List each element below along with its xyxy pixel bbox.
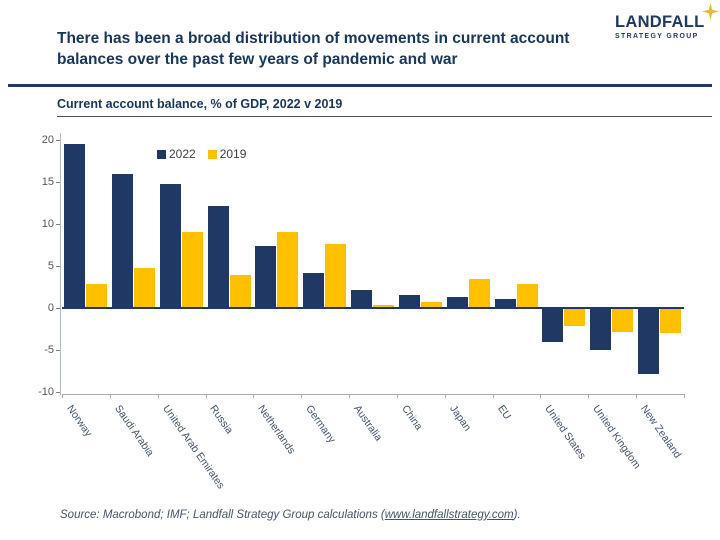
bar-2022-saudi-arabia: [111, 173, 133, 308]
x-axis-category-label: Russia: [207, 403, 236, 437]
y-axis-tick-mark: [56, 350, 60, 351]
x-axis-tick-mark: [444, 394, 446, 398]
logo-name: LANDFALL: [615, 13, 705, 31]
bar-2019-netherlands: [277, 232, 299, 308]
legend-label-2022: 2022: [169, 147, 196, 161]
x-axis-category-label: United Kingdom: [590, 403, 644, 472]
x-axis-category-label: China: [399, 403, 425, 433]
legend-item-2019: 2019: [207, 147, 247, 161]
landfall-logo: LANDFALL STRATEGY GROUP: [615, 3, 719, 40]
bar-2019-united-arab-emirates: [181, 232, 203, 308]
x-axis-tick-mark: [684, 394, 685, 398]
x-axis-tick-mark: [301, 394, 303, 398]
y-axis-tick-mark: [56, 392, 60, 393]
bar-2022-china: [398, 294, 420, 308]
zero-axis-line: [62, 307, 684, 309]
bar-2022-germany: [303, 272, 325, 308]
x-axis-tick-mark: [62, 394, 63, 398]
source-link[interactable]: www.landfallstrategy.com: [384, 509, 514, 521]
legend-label-2019: 2019: [219, 147, 247, 161]
legend-swatch-2019: [207, 149, 217, 159]
x-axis-tick-mark: [540, 394, 542, 398]
bar-2022-norway: [64, 144, 85, 308]
x-axis-line: [62, 394, 684, 395]
bar-2019-germany: [325, 244, 347, 308]
y-axis-tick-label: 0: [47, 301, 54, 314]
x-axis-tick-mark: [205, 394, 207, 398]
x-axis-tick-mark: [492, 394, 494, 398]
bar-2019-norway: [86, 283, 107, 308]
bar-2022-united-arab-emirates: [159, 183, 181, 308]
bar-2022-new-zealand: [638, 308, 660, 375]
bar-2022-russia: [207, 205, 229, 308]
x-axis-tick-mark: [157, 394, 159, 398]
x-axis-tick-mark: [396, 394, 398, 398]
y-axis-tick-label: 20: [41, 133, 54, 146]
x-axis-category-label: Germany: [303, 403, 338, 446]
bar-2019-united-states: [564, 308, 586, 327]
x-axis-tick-mark: [349, 394, 351, 398]
x-axis-category-label: Norway: [64, 403, 95, 440]
y-axis-tick-mark: [56, 266, 60, 267]
page-title-line1: There has been a broad distribution of m…: [57, 30, 570, 47]
bar-2019-china: [420, 302, 442, 308]
legend-swatch-2022: [157, 149, 166, 159]
bar-2022-netherlands: [255, 245, 277, 308]
bar-2019-saudi-arabia: [133, 267, 155, 308]
x-axis-category-label: Saudi Arabia: [111, 403, 156, 459]
y-axis-tick-mark: [56, 140, 60, 141]
y-axis-tick-label: 10: [41, 217, 54, 230]
y-axis-line: [60, 133, 61, 395]
y-axis-tick-label: 15: [41, 175, 54, 188]
source-note: Source: Macrobond; IMF; Landfall Strateg…: [60, 509, 521, 521]
x-axis-tick-mark: [253, 394, 255, 398]
y-axis-tick-label: -5: [44, 343, 54, 356]
y-axis-tick-mark: [56, 182, 60, 183]
logo-subtitle: STRATEGY GROUP: [615, 32, 699, 40]
bar-2022-australia: [351, 290, 373, 308]
chart-title: Current account balance, % of GDP, 2022 …: [57, 97, 712, 117]
x-axis-tick-mark: [636, 394, 638, 398]
x-axis-category-label: EU: [494, 403, 513, 422]
bar-2019-united-kingdom: [612, 308, 634, 332]
bar-2022-japan: [446, 297, 468, 308]
bar-2022-united-kingdom: [590, 308, 612, 350]
source-text: Source: Macrobond; IMF; Landfall Strateg…: [60, 509, 385, 521]
page-title-line2: balances over the past few years of pand…: [57, 51, 458, 69]
bar-2019-japan: [468, 279, 490, 308]
x-axis-category-label: Japan: [446, 403, 474, 434]
y-axis-tick-mark: [56, 224, 60, 225]
bar-2019-russia: [229, 275, 251, 308]
x-axis-category-label: United States: [542, 403, 589, 462]
bar-2019-new-zealand: [660, 308, 682, 334]
source-suffix: ).: [513, 509, 521, 521]
x-axis-tick-mark: [588, 394, 590, 398]
y-axis-tick-mark: [56, 308, 60, 309]
header-divider: [8, 84, 712, 87]
y-axis-tick-label: 5: [47, 259, 54, 272]
page-title: There has been a broad distribution of m…: [57, 28, 617, 71]
x-axis-category-label: New Zealand: [638, 403, 684, 461]
sparkle-icon: [702, 3, 719, 25]
legend-item-2022: 2022: [157, 147, 196, 161]
x-axis-category-label: Australia: [351, 403, 385, 444]
bar-2019-australia: [373, 304, 395, 308]
y-axis-tick-label: -10: [38, 385, 54, 398]
bar-2019-eu: [516, 283, 538, 308]
x-axis-category-label: Netherlands: [255, 403, 298, 457]
chart-legend: 2022 2019: [157, 147, 246, 161]
x-axis-tick-mark: [109, 394, 111, 398]
bar-2022-united-states: [542, 308, 564, 342]
bar-2022-eu: [494, 298, 516, 308]
